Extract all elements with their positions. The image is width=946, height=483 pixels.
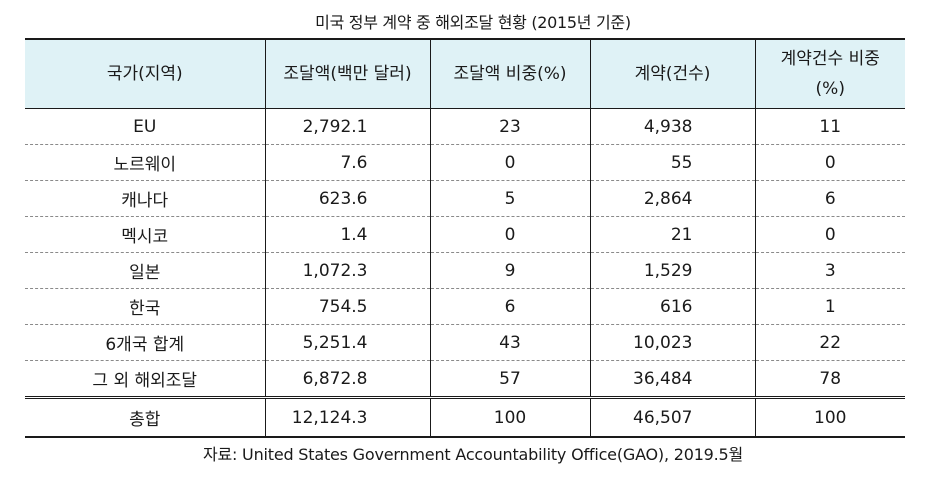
cell-contract-share: 0 [754, 144, 905, 181]
total-amount: 12,124.3 [264, 397, 431, 438]
header-contracts: 계약(건수) [589, 38, 756, 109]
table-row: 6개국 합계 5,251.4 43 10,023 22 [25, 324, 905, 361]
cell-amount-share: 43 [429, 324, 591, 361]
cell-amount: 623.6 [264, 180, 431, 217]
table-row: EU 2,792.1 23 4,938 11 [25, 108, 905, 145]
cell-amount: 7.6 [264, 144, 431, 181]
cell-amount: 754.5 [264, 288, 431, 325]
cell-amount: 2,792.1 [264, 108, 431, 145]
cell-region: 캐나다 [25, 180, 266, 217]
cell-amount-share: 0 [429, 144, 591, 181]
cell-contracts: 36,484 [589, 360, 756, 399]
cell-contracts: 616 [589, 288, 756, 325]
header-amount: 조달액(백만 달러) [264, 38, 431, 109]
total-row: 총합 12,124.3 100 46,507 100 [25, 397, 905, 438]
table-row: 한국 754.5 6 616 1 [25, 288, 905, 325]
cell-region: 한국 [25, 288, 266, 325]
cell-region: 노르웨이 [25, 144, 266, 181]
cell-contract-share: 0 [754, 216, 905, 253]
cell-amount-share: 0 [429, 216, 591, 253]
cell-amount: 1,072.3 [264, 252, 431, 289]
cell-contract-share: 11 [754, 108, 905, 145]
cell-region: 6개국 합계 [25, 324, 266, 361]
cell-amount: 1.4 [264, 216, 431, 253]
total-contracts: 46,507 [589, 397, 756, 438]
cell-region: 멕시코 [25, 216, 266, 253]
cell-region: 일본 [25, 252, 266, 289]
total-contract-share: 100 [754, 397, 905, 438]
cell-region: EU [25, 108, 266, 145]
cell-contract-share: 22 [754, 324, 905, 361]
table-row: 캐나다 623.6 5 2,864 6 [25, 180, 905, 217]
cell-contract-share: 78 [754, 360, 905, 399]
source-note: 자료: United States Government Accountabil… [202, 445, 744, 464]
cell-contract-share: 1 [754, 288, 905, 325]
procurement-table: 국가(지역) 조달액(백만 달러) 조달액 비중(%) 계약(건수) 계약건수 … [25, 38, 905, 438]
cell-amount-share: 23 [429, 108, 591, 145]
table-row: 일본 1,072.3 9 1,529 3 [25, 252, 905, 289]
table-row: 멕시코 1.4 0 21 0 [25, 216, 905, 253]
table-row: 노르웨이 7.6 0 55 0 [25, 144, 905, 181]
cell-amount-share: 5 [429, 180, 591, 217]
header-row: 국가(지역) 조달액(백만 달러) 조달액 비중(%) 계약(건수) 계약건수 … [25, 38, 905, 109]
header-contract-share: 계약건수 비중 (%) [754, 38, 905, 109]
total-region: 총합 [25, 397, 266, 438]
cell-amount: 5,251.4 [264, 324, 431, 361]
header-amount-share: 조달액 비중(%) [429, 38, 591, 109]
cell-amount-share: 9 [429, 252, 591, 289]
cell-contract-share: 3 [754, 252, 905, 289]
cell-contract-share: 6 [754, 180, 905, 217]
cell-contracts: 4,938 [589, 108, 756, 145]
cell-contracts: 10,023 [589, 324, 756, 361]
header-contract-share-line1: 계약건수 비중 [780, 49, 880, 69]
header-contract-share-line2: (%) [815, 79, 845, 99]
table-row: 그 외 해외조달 6,872.8 57 36,484 78 [25, 360, 905, 399]
cell-contracts: 2,864 [589, 180, 756, 217]
cell-region: 그 외 해외조달 [25, 360, 266, 399]
table-title: 미국 정부 계약 중 해외조달 현황 (2015년 기준) [315, 13, 631, 32]
total-amount-share: 100 [429, 397, 591, 438]
cell-contracts: 21 [589, 216, 756, 253]
cell-amount-share: 6 [429, 288, 591, 325]
cell-amount-share: 57 [429, 360, 591, 399]
cell-contracts: 55 [589, 144, 756, 181]
cell-amount: 6,872.8 [264, 360, 431, 399]
cell-contracts: 1,529 [589, 252, 756, 289]
header-region: 국가(지역) [25, 38, 266, 109]
